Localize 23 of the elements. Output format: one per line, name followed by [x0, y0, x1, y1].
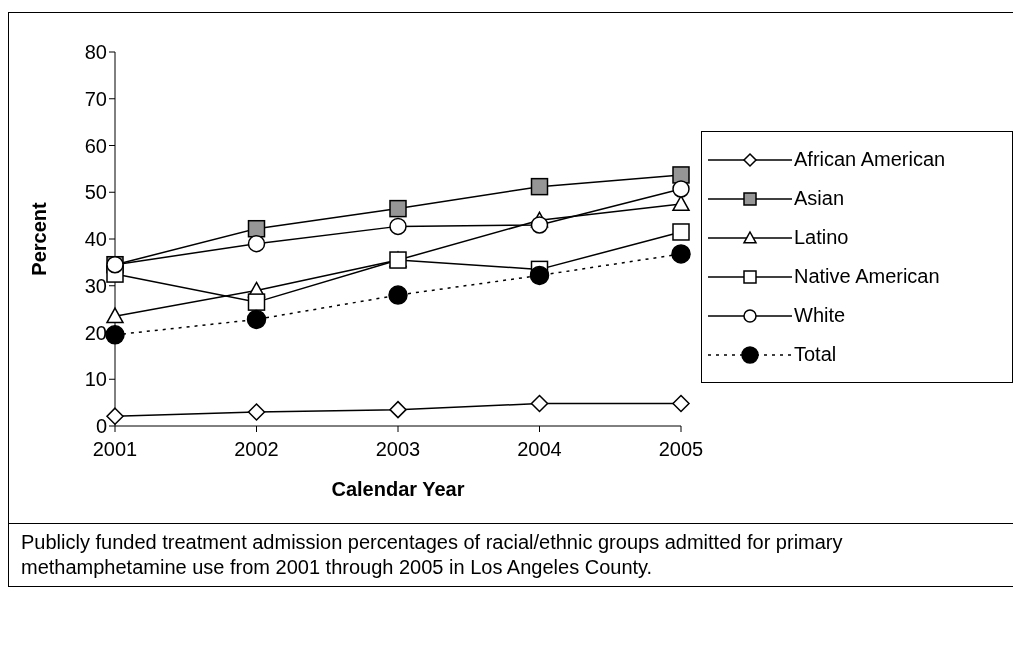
y-tick-label: 60 [84, 134, 107, 157]
text: Publicly funded treatment admission percentages of racial/ethnic groups admitted for primary methamphetamine use from 2001 through 2005 in Los Angeles County. [9, 523, 1013, 586]
y-tick-label: 70 [84, 87, 107, 110]
legend-label: Latino [794, 226, 849, 249]
legend-label: White [794, 304, 846, 327]
y-axis-title: Percent [28, 201, 51, 276]
y-tick-label: 10 [84, 368, 107, 391]
x-tick-label: 2005 [658, 438, 704, 461]
y-tick-label: 0 [95, 415, 107, 438]
x-axis-title: Calendar Year [331, 478, 465, 500]
y-tick-label: 40 [84, 228, 107, 251]
legend-label: Total [794, 343, 837, 366]
x-tick-label: 2004 [517, 438, 562, 461]
legend-label: Asian [794, 187, 845, 210]
y-tick-label: 20 [84, 321, 107, 344]
legend-label: Native American [794, 265, 940, 288]
x-tick-label: 2001 [92, 438, 138, 461]
y-tick-label: 80 [84, 41, 107, 64]
y-tick-label: 50 [84, 181, 107, 204]
y-tick-label: 30 [84, 274, 107, 297]
legend-label: African American [794, 148, 946, 171]
x-tick-label: 2003 [375, 438, 421, 461]
x-tick-label: 2002 [234, 438, 279, 461]
